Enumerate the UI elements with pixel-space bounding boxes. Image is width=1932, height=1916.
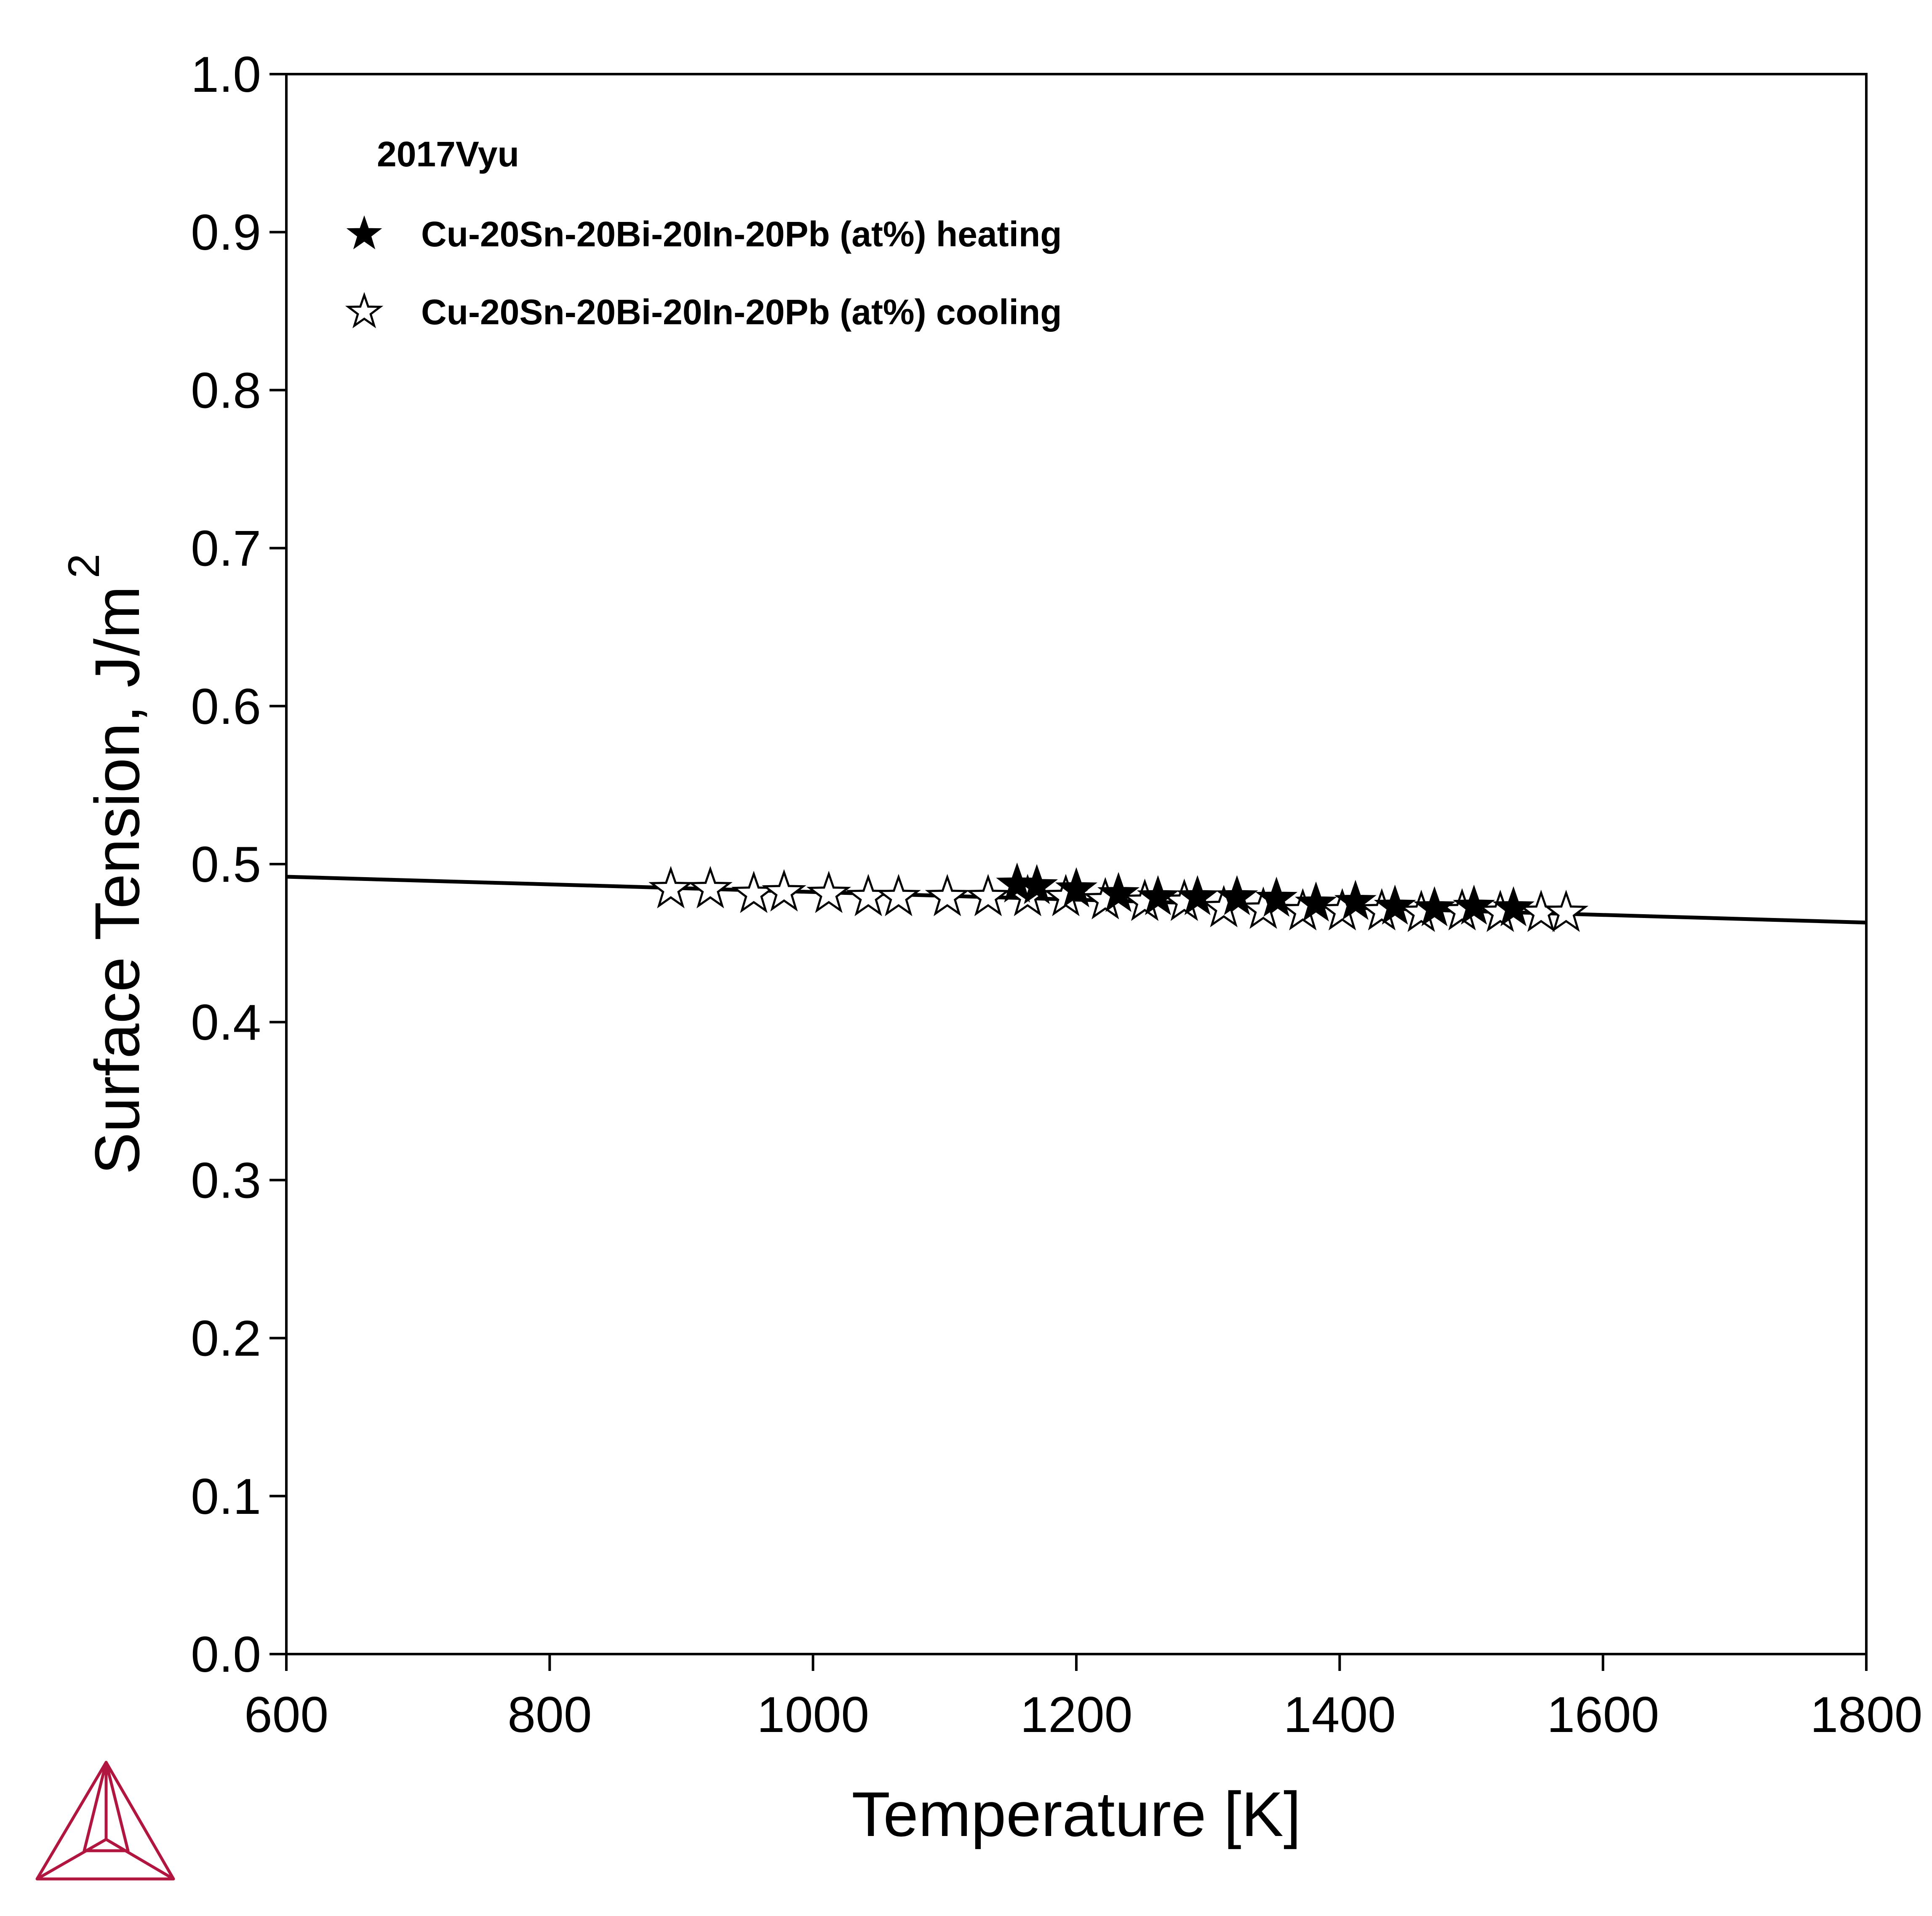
heating-data-point: [1137, 875, 1179, 915]
y-tick-label: 0.3: [191, 1152, 261, 1209]
cooling-data-point: [876, 874, 921, 916]
cooling-data-point: [761, 869, 806, 912]
legend-entry-cooling-label: Cu-20Sn-20Bi-20In-20Pb (at%) cooling: [421, 292, 1062, 332]
y-axis-title-superscript: 2: [59, 554, 109, 578]
y-tick-label: 0.8: [191, 362, 261, 419]
legend-entry-heating-label: Cu-20Sn-20Bi-20In-20Pb (at%) heating: [421, 214, 1062, 254]
heating-data-point: [996, 862, 1038, 903]
y-axis-ticks: [270, 73, 286, 1655]
heating-data-point: [1295, 881, 1337, 922]
legend-open-star: [345, 292, 384, 328]
cooling-data-point: [806, 870, 851, 913]
logo-inner-triangle: [83, 1761, 130, 1852]
heating-data-point: [1255, 876, 1298, 917]
x-axis-ticks: [285, 1654, 1868, 1671]
legend-title: 2017Vyu: [377, 134, 519, 174]
x-tick-label: 1000: [757, 1687, 869, 1743]
heating-data-point: [1453, 884, 1495, 925]
x-tick-label: 1200: [1020, 1687, 1133, 1743]
x-axis-title: Temperature [K]: [851, 1779, 1301, 1849]
cooling-data-point: [966, 874, 1011, 916]
y-tick-label: 0.0: [191, 1626, 261, 1683]
heating-data-point: [1413, 886, 1456, 926]
y-axis-title-text: Surface Tension, J/m: [82, 586, 152, 1174]
y-axis-title-group: Surface Tension, J/m 2: [59, 554, 152, 1174]
y-tick-label: 0.1: [191, 1468, 261, 1525]
y-tick-label: 0.9: [191, 204, 261, 261]
x-axis-tick-labels: 600 800 1000 1200 1400 1600 1800: [244, 1687, 1923, 1743]
heating-series-markers: [996, 862, 1535, 926]
heating-data-point: [1176, 875, 1219, 915]
y-axis-tick-labels: 0.0 0.1 0.2 0.3 0.4 0.5 0.6 0.7 0.8 0.9 1.0: [191, 46, 261, 1683]
y-tick-label: 0.4: [191, 994, 261, 1051]
legend-marker-open-star: [345, 292, 384, 328]
y-tick-label: 0.5: [191, 836, 261, 893]
heating-data-point: [1055, 867, 1098, 907]
heating-data-point: [1492, 886, 1535, 926]
heating-data-point: [1097, 872, 1140, 912]
y-tick-label: 0.7: [191, 520, 261, 577]
logo-inner-line: [105, 1838, 174, 1881]
x-tick-label: 1600: [1547, 1687, 1659, 1743]
logo-inner-line: [36, 1838, 107, 1881]
cooling-data-point: [688, 866, 733, 909]
y-tick-label: 0.2: [191, 1310, 261, 1367]
cooling-series-markers: [648, 866, 1589, 932]
x-tick-label: 800: [507, 1687, 592, 1743]
y-tick-label: 0.6: [191, 678, 261, 735]
x-tick-label: 1400: [1284, 1687, 1396, 1743]
thermo-calc-triangle-logo-icon: [35, 1761, 175, 1881]
heating-data-point: [1334, 880, 1377, 920]
model-curve-line: [286, 875, 1867, 925]
heating-data-point: [1016, 864, 1058, 905]
heating-data-point: [1216, 875, 1258, 915]
legend-marker-filled-star: [346, 215, 382, 250]
cooling-data-point: [648, 866, 693, 909]
x-tick-label: 1800: [1810, 1687, 1923, 1743]
y-tick-label: 1.0: [191, 46, 261, 103]
cooling-data-point: [925, 874, 970, 916]
legend: 2017Vyu Cu-20Sn-20Bi-20In-20Pb (at%) hea…: [345, 134, 1062, 332]
cooling-data-point: [1544, 889, 1589, 932]
y-axis-title: Surface Tension, J/m 2: [59, 554, 152, 1174]
heating-data-point: [1374, 884, 1416, 925]
legend-filled-star: [346, 215, 382, 250]
logo-outer-triangle: [35, 1761, 175, 1881]
x-tick-label: 600: [244, 1687, 328, 1743]
